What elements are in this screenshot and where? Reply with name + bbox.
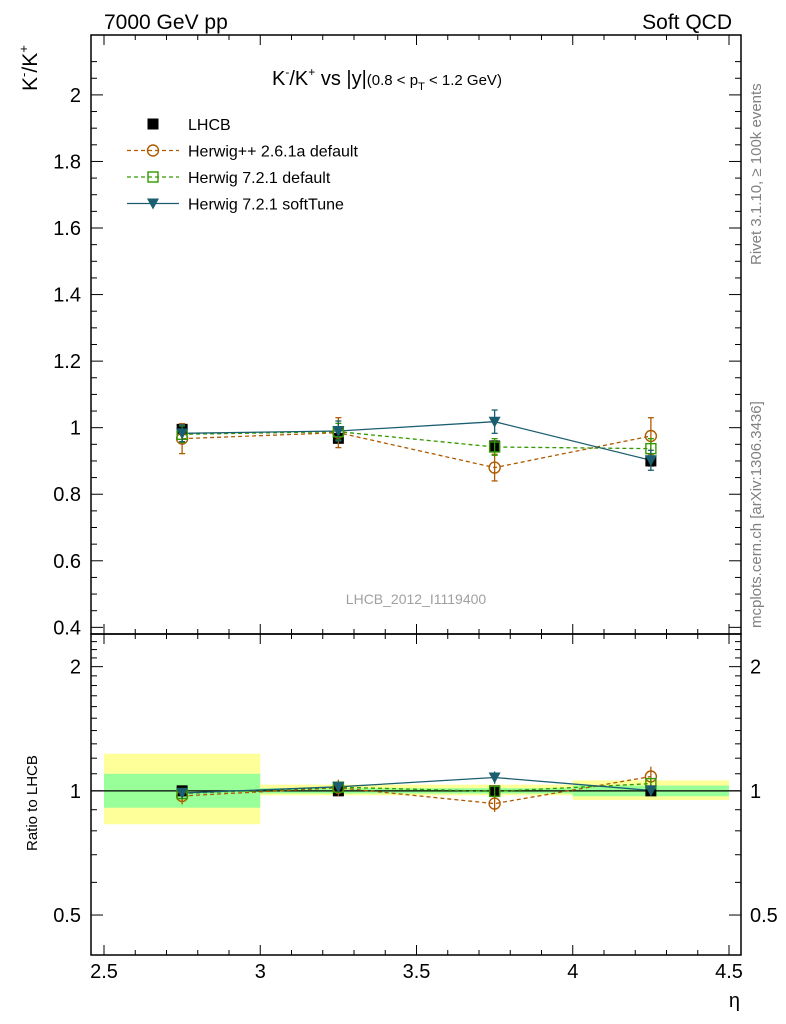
legend-marker-0 <box>147 118 159 130</box>
main-line-series-2 <box>182 431 651 450</box>
axis-ticks: 2.5 3 3.5 4 4.5 0.4 0.6 0.8 1 1.2 1.4 1.6 1.8 2 0.5 0.5… <box>53 35 778 983</box>
analysis-watermark: LHCB_2012_I1119400 <box>346 591 487 607</box>
rivet-version-text: Rivet 3.1.10, ≥ 100k events <box>748 83 765 265</box>
legend-label-1: Herwig++ 2.6.1a default <box>188 144 358 161</box>
legend-label-0: LHCB <box>188 117 231 134</box>
y-tick-label: 1 <box>70 418 81 440</box>
x-tick-label: 2.5 <box>90 961 118 983</box>
ratio-tick-label-right: 1 <box>750 781 761 803</box>
header-left: 7000 GeV pp <box>104 11 228 34</box>
marker-series-2-point-2 <box>488 441 501 453</box>
ratio-tick-label-left: 2 <box>70 657 81 679</box>
ratio-tick-label-left: 1 <box>70 781 81 803</box>
legend: LHCB Herwig++ 2.6.1a default Herwig 7.2.1 … <box>127 117 358 214</box>
main-series-lines <box>182 421 652 469</box>
ratio-tick-label-right: 2 <box>750 657 761 679</box>
ratio-marker-series-1-point-2 <box>488 797 501 810</box>
ratio-marker-series-3-point-2 <box>488 772 501 784</box>
marker-series-1-point-2 <box>488 461 501 474</box>
marker-series-3-point-2 <box>488 416 501 428</box>
ratio-marker-series-3-point-1 <box>332 781 345 793</box>
legend-label-3: Herwig 7.2.1 softTune <box>188 197 344 214</box>
y-tick-label: 0.6 <box>53 551 81 573</box>
chart-title: K-/K+ vs |y|(0.8 < pT < 1.2 GeV) <box>272 65 502 93</box>
x-axis-label: η <box>729 990 740 1012</box>
x-tick-label: 3.5 <box>403 961 431 983</box>
y-tick-label: 0.8 <box>53 484 81 506</box>
ratio-marker-series-2-point-2 <box>488 785 501 798</box>
ratio-marker-series-3-point-3 <box>644 785 657 797</box>
x-tick-label: 3 <box>255 961 266 983</box>
y-tick-label: 1.4 <box>53 285 81 307</box>
legend-marker-3 <box>147 198 159 210</box>
ratio-line-series-3 <box>182 776 651 794</box>
y-tick-label: 1.8 <box>53 151 81 173</box>
main-line-series-3 <box>182 421 652 461</box>
ratio-tick-label-left: 0.5 <box>53 905 81 927</box>
ratio-y-axis-label: Ratio to LHCB <box>24 755 41 851</box>
y-tick-label: 0.4 <box>53 617 81 639</box>
y-axis-label: K-/K+ <box>16 45 42 91</box>
legend-label-2: Herwig 7.2.1 default <box>188 170 331 187</box>
x-tick-label: 4.5 <box>715 961 743 983</box>
ratio-series-lines <box>91 775 741 805</box>
source-text: mcplots.cern.ch [arXiv:1306.3436] <box>748 401 765 628</box>
y-tick-label: 1.6 <box>53 218 81 240</box>
header-right: Soft QCD <box>642 11 732 34</box>
legend-marker-2 <box>147 171 159 183</box>
main-series-markers <box>175 409 658 482</box>
ratio-line-series-1 <box>182 775 651 805</box>
ratio-series-markers <box>175 766 658 812</box>
marker-series-3-point-1 <box>332 426 345 438</box>
marker-series-3-point-0 <box>176 428 189 440</box>
x-tick-label: 4 <box>567 961 578 983</box>
ratio-marker-series-3-point-0 <box>176 788 189 800</box>
marker-series-3-point-3 <box>644 455 657 467</box>
y-tick-label: 1.2 <box>53 351 81 373</box>
ratio-tick-label-right: 0.5 <box>750 905 778 927</box>
main-line-series-1 <box>182 432 652 469</box>
legend-marker-1 <box>146 144 160 157</box>
y-tick-label: 2 <box>70 85 81 107</box>
